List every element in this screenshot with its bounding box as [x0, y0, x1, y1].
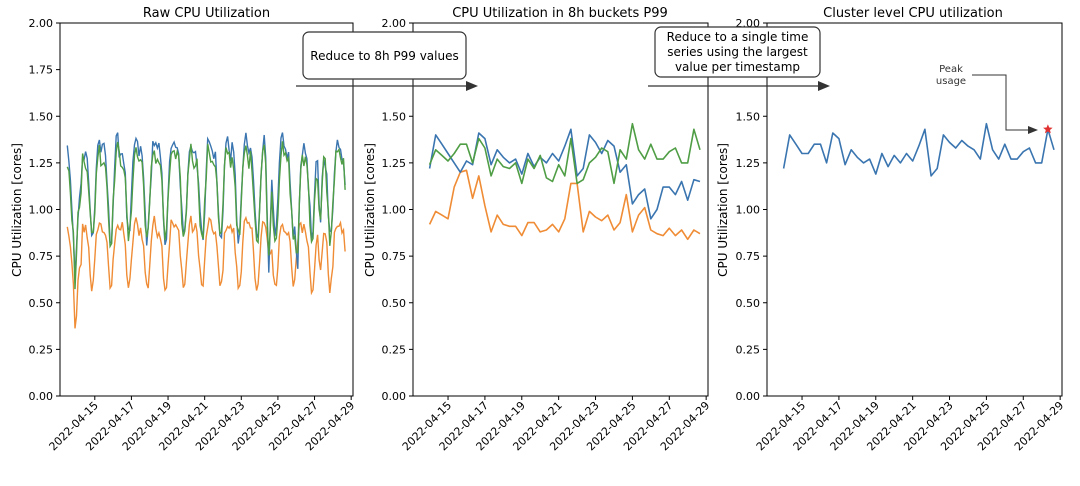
series-line-orange	[428, 169, 701, 241]
annotation-box-2-line1: Reduce to a single time	[667, 30, 809, 44]
ytick-label: 1.75	[29, 64, 54, 77]
ytick-label: 1.50	[736, 110, 761, 123]
peak-label-line1: Peak	[939, 64, 963, 75]
ytick-label: 1.00	[736, 204, 761, 217]
ytick-label: 0.25	[736, 343, 761, 356]
ytick-label: 0.50	[382, 297, 407, 310]
arrow-1	[296, 81, 478, 91]
ytick-label: 1.00	[382, 204, 407, 217]
panel-raw-title: Raw CPU Utilization	[143, 6, 270, 21]
ytick-label: 1.25	[29, 157, 54, 170]
ytick-label: 0.00	[29, 390, 54, 403]
annotation-box-2-line2: series using the largest	[667, 45, 808, 59]
ytick-label: 0.50	[736, 297, 761, 310]
arrow-2	[648, 81, 830, 91]
peak-label-line2: usage	[936, 76, 966, 87]
ytick-label: 0.50	[29, 297, 54, 310]
ytick-label: 0.75	[382, 250, 407, 263]
panel-cluster-ylabel: CPU Utilization [cores]	[716, 143, 730, 277]
panel-raw-yticks: 0.00 0.25 0.50 0.75 1.00 1.25 1.50 1.75 2.00	[29, 17, 60, 403]
ytick-label: 0.25	[29, 343, 54, 356]
panel-raw-frame	[59, 22, 354, 397]
panel-raw-series	[66, 132, 346, 329]
series-line-green	[428, 122, 701, 185]
annotation-box-2: Reduce to a single time series using the…	[654, 26, 821, 78]
panel-cluster-frame	[766, 22, 1063, 397]
panel-bucket-title: CPU Utilization in 8h buckets P99	[452, 6, 668, 21]
annotation-box-1-text: Reduce to 8h P99 values	[310, 49, 458, 63]
ytick-label: 0.25	[382, 343, 407, 356]
ytick-label: 2.00	[29, 17, 54, 30]
panel-raw-ylabel: CPU Utilization [cores]	[10, 143, 24, 277]
ytick-label: 0.75	[29, 250, 54, 263]
ytick-label: 2.00	[382, 17, 407, 30]
series-line-blue	[782, 122, 1055, 177]
ytick-label: 1.00	[29, 204, 54, 217]
ytick-label: 1.50	[29, 110, 54, 123]
panel-cluster-title: Cluster level CPU utilization	[823, 6, 1003, 21]
ytick-label: 0.75	[736, 250, 761, 263]
annotation-box-2-line3: value per timestamp	[675, 60, 800, 74]
peak-star-marker	[1043, 124, 1053, 134]
ytick-label: 0.00	[382, 390, 407, 403]
panel-bucket-frame	[412, 22, 709, 397]
panel-bucket-series	[428, 122, 701, 241]
ytick-label: 1.50	[382, 110, 407, 123]
peak-annotation: Peak usage	[936, 64, 1038, 134]
panel-bucket-ylabel: CPU Utilization [cores]	[363, 143, 377, 277]
annotation-box-1: Reduce to 8h P99 values	[302, 31, 467, 80]
series-line-green	[66, 141, 346, 290]
ytick-label: 0.00	[736, 390, 761, 403]
ytick-label: 1.25	[382, 157, 407, 170]
ytick-label: 1.25	[736, 157, 761, 170]
panel-cluster-series	[782, 122, 1055, 177]
panel-bucket-yticks: 0.000.250.500.751.001.251.501.752.00	[382, 17, 413, 403]
